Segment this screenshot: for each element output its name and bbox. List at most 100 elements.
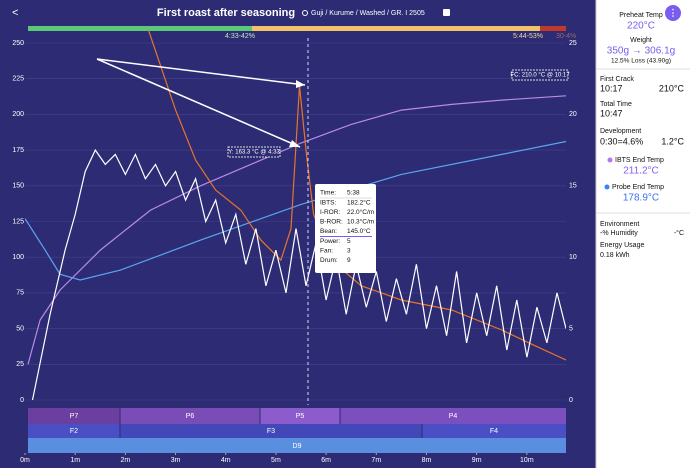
chart-panel [0,0,596,468]
phase [422,424,566,438]
tooltip-label: B-ROR: [320,219,343,226]
tooltip-value: 5:38 [347,190,360,197]
phase-label: F2 [70,428,78,435]
phase-label: F3 [267,428,275,435]
x-tick-label: 0m [20,457,30,464]
value: 12.5% Loss (43.90g) [611,58,671,65]
tooltip-label: I-ROR: [320,209,340,216]
phase [28,408,120,424]
phase [340,408,566,424]
y-tick-label: 150 [12,183,24,190]
label: Weight [630,37,652,44]
progress-label: 30-4% [556,33,576,40]
label: Development [600,128,641,135]
sidebar: ⋮ Preheat Temp 220°C Weight 350g → 306.1… [595,0,690,468]
value: 1.2°C [661,136,684,146]
x-tick-label: 8m [422,457,432,464]
phase [120,408,260,424]
annotation-arrow [96,58,306,86]
value: 10:17 [600,83,623,93]
phase-label: P4 [449,413,458,420]
y-tick-label: 75 [16,290,24,297]
phase [260,408,340,424]
tooltip-value: 9 [347,257,351,264]
value: 210°C [659,83,685,93]
value: -°C [674,229,684,237]
y2-tick-label: 25 [569,40,577,47]
tooltip-label: IBTS: [320,200,336,207]
value: 0:30=4.6% [600,136,643,146]
value: 10:47 [600,108,623,118]
series-line [27,95,566,365]
phase [120,424,422,438]
y-tick-label: 125 [12,218,24,225]
y2-tick-label: 5 [569,325,573,332]
y-tick-label: 0 [20,397,24,404]
progress-development [540,26,566,31]
y-tick-label: 100 [12,254,24,261]
annotation: Y: 163.3 °C @ 4:33 [228,150,280,156]
y-tick-label: 25 [16,361,24,368]
tooltip [315,184,376,273]
tooltip-value: 22.0°C/m [347,208,374,216]
label: Environment [600,221,639,228]
phase-label: P5 [296,413,305,420]
y-tick-label: 200 [12,111,24,118]
phase-label: P7 [70,413,79,420]
phase-bars: P7 P6 P5 P4 F2 F3 F4 D9 [28,408,566,453]
tooltip-label: Fan: [320,248,333,255]
x-tick-label: 6m [321,457,331,464]
series-line [147,30,566,361]
value: 220°C [627,21,655,32]
phase-label: P6 [186,413,195,420]
y-tick-label: 250 [12,40,24,47]
phase [28,438,566,453]
menu-icon[interactable]: ⋮ [669,7,678,17]
series-line [25,140,566,281]
series-line [31,148,566,401]
x-tick-label: 1m [70,457,80,464]
tooltip-value: 182.2°C [347,199,371,207]
phase-label: D9 [293,443,302,450]
tooltip-value: 3 [347,248,351,255]
value: 178.9°C [623,193,659,204]
y2-tick-label: 0 [569,397,573,404]
x-tick-label: 10m [520,457,534,464]
menu-button[interactable] [665,5,681,21]
label: Preheat Temp [619,12,663,19]
tooltip-label: Power: [320,238,340,245]
label: First Crack [600,76,634,83]
cup-icon [443,9,450,16]
sidebar-bg [596,0,690,468]
y2-tick-label: 15 [569,183,577,190]
y2-tick-label: 10 [569,254,577,261]
annotation: FC: 210.0 °C @ 10:17 [510,73,570,79]
tooltip-label: Drum: [320,257,338,264]
annotation-box [511,69,569,81]
x-tick-label: 7m [371,457,381,464]
phase [28,424,120,438]
back-button[interactable]: < [12,7,18,19]
progress-label: 4:33-42% [225,33,255,40]
x-tick-label: 9m [472,457,482,464]
tooltip-value: 5 [347,238,351,245]
x-tick-label: 3m [171,457,181,464]
x-tick-label: 2m [121,457,131,464]
label: Probe End Temp [612,184,664,191]
progress-drying [28,26,252,31]
x-tick-label: 5m [271,457,281,464]
tooltip-label: Bean: [320,228,337,235]
y-tick-label: 225 [12,76,24,83]
tooltip-value: 10.3°C/m [347,218,374,226]
tooltip-label: Time: [320,190,336,197]
arrow-head [289,140,300,147]
y-tick-label: 175 [12,147,24,154]
value: -% Humidity [600,230,638,237]
annotation-box [227,146,281,158]
annotation-arrow [96,58,301,148]
progress-label: 5:44-53% [513,33,543,40]
value: 0.18 kWh [600,252,630,259]
progress-maillard [252,26,540,31]
